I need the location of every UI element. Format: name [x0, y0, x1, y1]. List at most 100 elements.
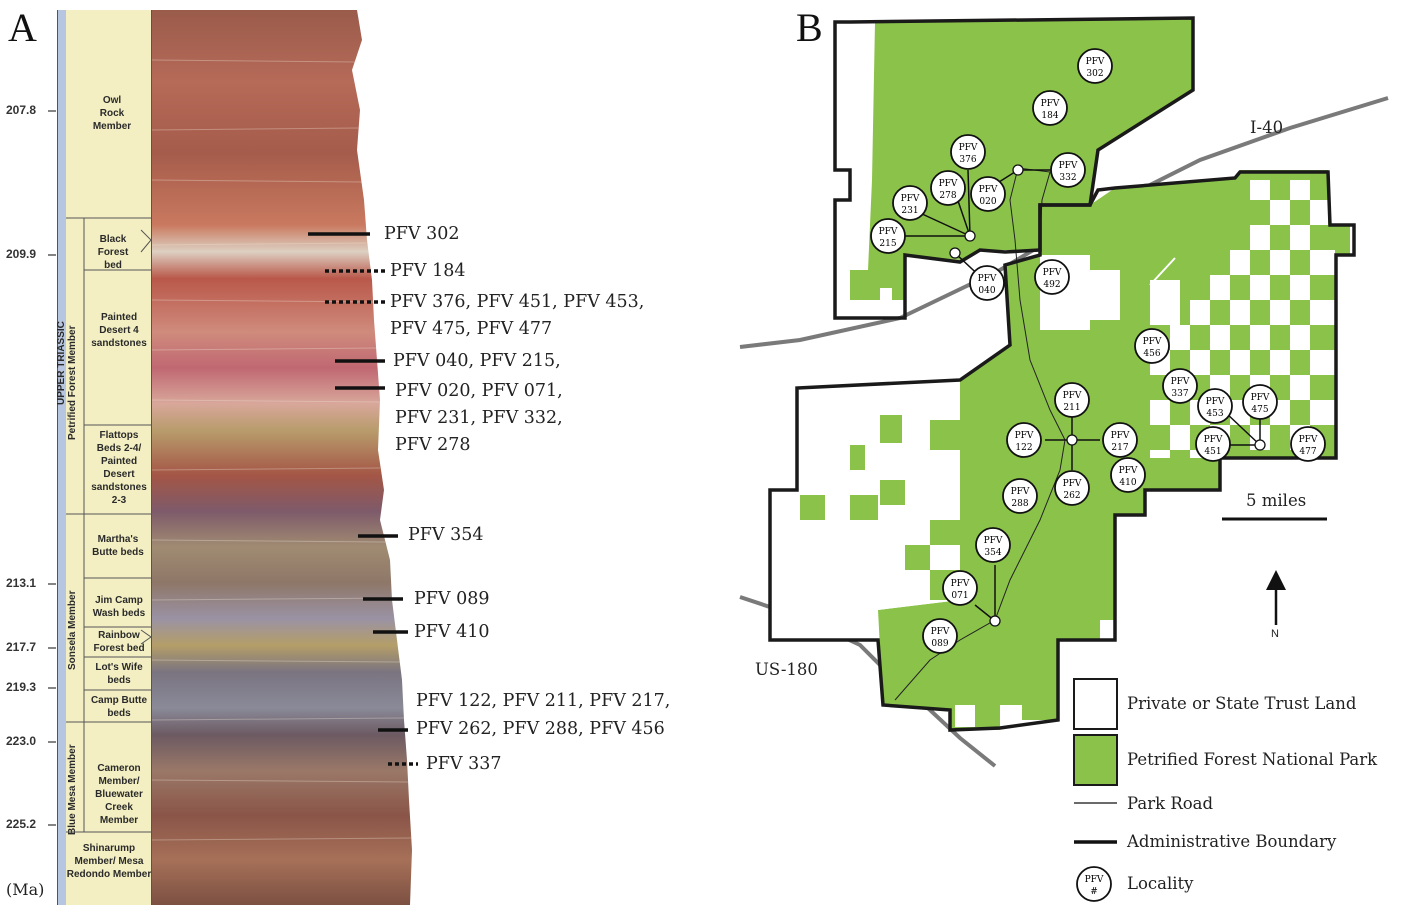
admin-boundary-south: [768, 170, 1356, 732]
locality-marker: [1195, 426, 1231, 462]
locality-marker-group: PFV 302 PFV 184 PFV 376 PFV 278 PFV 020 PFV 332 PFV 2…: [870, 48, 1326, 654]
locality-marker-number: 302: [1086, 69, 1103, 79]
locality-marker: [1290, 426, 1326, 462]
unit-jim-camp: Jim Camp Wash beds: [92, 595, 146, 619]
legend-private-label: Private or State Trust Land: [1127, 694, 1357, 713]
legend-locality-symbol-bottom: #: [1090, 887, 1098, 897]
locality-marker-prefix: PFV: [939, 179, 958, 189]
park-north-area: [850, 18, 1193, 300]
age-label: 219.3: [6, 680, 37, 694]
locality-marker-number: 184: [1041, 111, 1058, 121]
locality-marker-prefix: PFV: [1251, 393, 1270, 403]
locality-label: PFV 302: [384, 224, 460, 244]
legend-locality-label: Locality: [1127, 874, 1194, 893]
locality-marker-prefix: PFV: [1041, 99, 1060, 109]
locality-marker-prefix: PFV: [1043, 268, 1062, 278]
locality-marker: [1110, 457, 1146, 493]
locality-label: PFV 262, PFV 288, PFV 456: [416, 719, 665, 739]
locality-label: PFV 337: [426, 754, 502, 774]
age-label: 213.1: [6, 576, 37, 590]
locality-label: PFV 376, PFV 451, PFV 453,: [390, 292, 645, 312]
locality-marker-number: 278: [939, 191, 956, 201]
admin-boundary-north: [833, 16, 1195, 320]
locality-marker-number: 376: [959, 155, 976, 165]
locality-label: PFV 122, PFV 211, PFV 217,: [416, 691, 671, 711]
unit-shinarump: Shinarump Member/ Mesa Redondo Member: [66, 843, 152, 880]
locality-marker: [930, 170, 966, 206]
locality-marker-number: 217: [1111, 443, 1128, 453]
legend-road-label: Park Road: [1127, 794, 1214, 813]
park-parcels: [800, 415, 985, 600]
locality-marker-prefix: PFV: [1063, 391, 1082, 401]
locality-marker-prefix: PFV: [1111, 431, 1130, 441]
locality-marker-prefix: PFV: [1063, 479, 1082, 489]
locality-marker-prefix: PFV: [1171, 377, 1190, 387]
locality-marker: [1134, 328, 1170, 364]
locality-marker: [1162, 368, 1198, 404]
locality-marker: [892, 185, 928, 221]
private-land: [850, 22, 875, 270]
locality-marker-number: 215: [879, 239, 896, 249]
unit-ma-label: (Ma): [6, 880, 45, 899]
locality-label: PFV 040, PFV 215,: [393, 351, 561, 371]
locality-marker-number: 288: [1011, 499, 1028, 509]
locality-marker-prefix: PFV: [1011, 487, 1030, 497]
age-label: 217.7: [6, 640, 37, 654]
locality-marker: [969, 265, 1005, 301]
unit-marthas-butte: Martha's Butte beds: [92, 534, 144, 558]
locality-marker-prefix: PFV: [1119, 466, 1138, 476]
locality-marker-number: 410: [1119, 478, 1136, 488]
locality-marker-number: 451: [1204, 447, 1221, 457]
locality-label: PFV 410: [414, 622, 490, 642]
private-land: [835, 170, 850, 200]
locality-marker: [1050, 152, 1086, 188]
legend-park-label: Petrified Forest National Park: [1127, 750, 1378, 769]
locality-marker: [922, 618, 958, 654]
locality-marker: [950, 134, 986, 170]
road-label-us180: US-180: [755, 660, 818, 679]
locality-marker-number: 262: [1063, 491, 1080, 501]
locality-marker-number: 040: [978, 286, 995, 296]
panel-b-letter: B: [796, 5, 823, 50]
locality-label: PFV 475, PFV 477: [390, 319, 553, 339]
locality-label: PFV 278: [395, 435, 471, 455]
locality-marker-number: 475: [1251, 405, 1268, 415]
legend-private-swatch: [1073, 678, 1118, 730]
north-label: N: [1271, 628, 1279, 640]
age-label: 225.2: [6, 817, 37, 831]
locality-marker: [1006, 422, 1042, 458]
locality-marker: [1242, 384, 1278, 420]
locality-marker-prefix: PFV: [951, 579, 970, 589]
locality-marker: [970, 176, 1006, 212]
locality-label: PFV 184: [390, 261, 466, 281]
locality-marker-number: 122: [1015, 443, 1032, 453]
locality-markers: [308, 232, 418, 766]
locality-label: PFV 354: [408, 525, 484, 545]
north-arrow-head: [1266, 570, 1286, 590]
locality-marker-prefix: PFV: [978, 274, 997, 284]
locality-marker-prefix: PFV: [901, 194, 920, 204]
unit-cameron: Cameron Member/ Bluewater Creek Member: [95, 763, 143, 826]
locality-marker-number: 089: [931, 639, 948, 649]
locality-marker: [1054, 382, 1090, 418]
locality-label: PFV 231, PFV 332,: [395, 408, 563, 428]
park-road: [1149, 257, 1176, 286]
locality-marker-number: 477: [1299, 447, 1316, 457]
legend-locality-symbol-top: PFV: [1085, 875, 1104, 885]
locality-marker: [1077, 48, 1113, 84]
scale-label: 5 miles: [1246, 491, 1307, 510]
locality-marker-prefix: PFV: [1086, 57, 1105, 67]
locality-marker-number: 211: [1063, 403, 1080, 413]
locality-marker-number: 492: [1043, 280, 1060, 290]
locality-marker-prefix: PFV: [1015, 431, 1034, 441]
age-label: 223.0: [6, 734, 37, 748]
locality-marker-prefix: PFV: [879, 227, 898, 237]
locality-marker-prefix: PFV: [931, 627, 950, 637]
locality-marker-number: 332: [1059, 173, 1076, 183]
locality-marker-number: 456: [1143, 349, 1160, 359]
unit-owl-rock: Owl Rock Member: [92, 95, 132, 132]
locality-marker: [1034, 259, 1070, 295]
locality-label: PFV 020, PFV 071,: [395, 381, 563, 401]
unit-flattops: Flattops Beds 2-4/ Painted Desert sandst…: [91, 430, 147, 506]
locality-marker-number: 337: [1171, 389, 1188, 399]
